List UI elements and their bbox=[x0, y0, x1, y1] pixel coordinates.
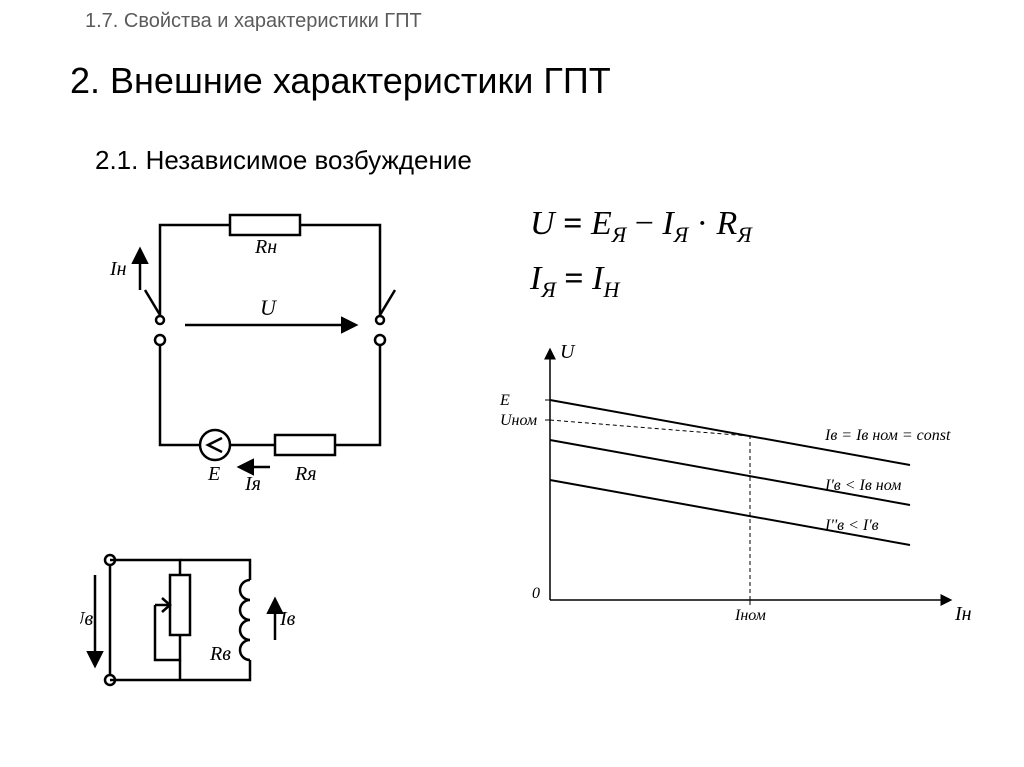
page-subtitle: 2.1. Независимое возбуждение bbox=[95, 145, 472, 176]
axis-origin: 0 bbox=[532, 585, 540, 602]
chart-line-label: I''в < I'в bbox=[824, 517, 879, 534]
axis-x-label: Iн bbox=[954, 603, 972, 625]
xtick-label: Iном bbox=[734, 607, 766, 624]
ytick-label: E bbox=[499, 392, 510, 409]
axis-y-label: U bbox=[560, 341, 576, 363]
label-ub: Uв bbox=[80, 608, 93, 630]
characteristic-chart: U Iн 0 E Uном Iном Iв = Iв ном = const I'в… bbox=[490, 340, 990, 660]
label-e: E bbox=[207, 463, 220, 485]
circuit-excitation-diagram: Uв Iв Rв bbox=[80, 530, 340, 730]
label-rb: Rв bbox=[209, 643, 231, 665]
ytick-label: Uном bbox=[500, 412, 537, 429]
label-rya: Rя bbox=[294, 463, 317, 485]
label-rn: Rн bbox=[254, 236, 277, 258]
equation-2: IЯ = IН bbox=[530, 260, 619, 303]
label-iya: Iя bbox=[244, 473, 261, 495]
label-u: U bbox=[260, 295, 278, 320]
label-ib: Iв bbox=[279, 608, 296, 630]
chart-line-label: I'в < Iв ном bbox=[824, 477, 901, 494]
section-number: 1.7. Свойства и характеристики ГПТ bbox=[85, 10, 422, 33]
label-in: Iн bbox=[109, 258, 127, 280]
circuit-main-diagram: Rн U Iн E Iя Rя bbox=[70, 195, 450, 495]
chart-line-label: Iв = Iв ном = const bbox=[824, 427, 951, 444]
page-title: 2. Внешние характеристики ГПТ bbox=[70, 60, 611, 102]
chart-line bbox=[550, 440, 910, 505]
equation-1: U = EЯ − IЯ · RЯ bbox=[530, 205, 752, 248]
slide: 1.7. Свойства и характеристики ГПТ 2. Вн… bbox=[0, 0, 1024, 767]
